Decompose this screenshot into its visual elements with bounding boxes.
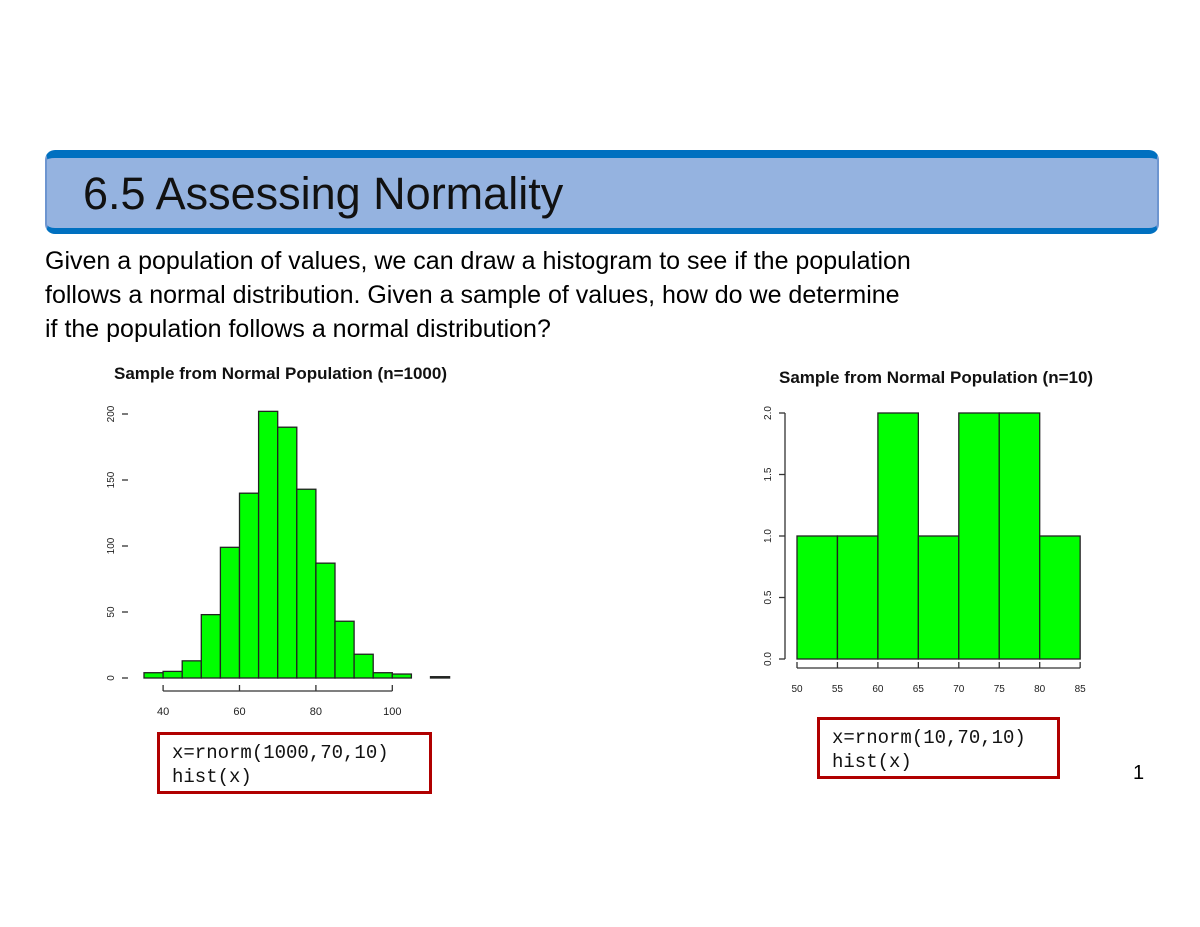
x-tick-label: 55 — [832, 684, 844, 695]
body-line: if the population follows a normal distr… — [45, 315, 551, 343]
y-tick-label: 200 — [106, 405, 117, 422]
x-tick-label: 60 — [872, 684, 884, 695]
chart-title-n10: Sample from Normal Population (n=10) — [779, 368, 1094, 387]
slide-title: 6.5 Assessing Normality — [83, 168, 564, 219]
histogram-bar — [877, 412, 920, 660]
x-tick-label: 50 — [791, 684, 803, 695]
histogram-bar — [391, 673, 413, 679]
x-tick-label: 70 — [953, 684, 965, 695]
x-tick-label: 80 — [1034, 684, 1046, 695]
y-tick-label: 100 — [106, 537, 117, 554]
code-line: x=rnorm(10,70,10) — [832, 727, 1026, 749]
y-tick-label: 150 — [106, 471, 117, 488]
x-tick-label: 60 — [233, 706, 245, 718]
y-tick-label: 1.0 — [763, 529, 774, 543]
y-tick-label: 0 — [106, 675, 117, 681]
body-line: Given a population of values, we can dra… — [45, 247, 911, 275]
histogram-bar — [353, 653, 374, 679]
y-tick-label: 50 — [106, 606, 117, 618]
histogram-bar — [315, 562, 336, 679]
histogram-bar — [958, 412, 1000, 660]
histogram-bar — [1039, 535, 1081, 660]
code-line: hist(x) — [172, 766, 252, 788]
histogram-bar — [917, 535, 960, 660]
y-tick-label: 1.5 — [763, 467, 774, 481]
page-number: 1 — [1133, 762, 1145, 784]
x-tick-label: 100 — [383, 706, 401, 718]
histogram-bar — [998, 412, 1041, 660]
slide-body-text: Given a population of values, we can dra… — [45, 244, 1145, 346]
x-tick-label: 80 — [310, 706, 322, 718]
x-tick-label: 75 — [994, 684, 1006, 695]
y-tick-label: 2.0 — [763, 406, 774, 420]
y-tick-label: 0.0 — [763, 652, 774, 666]
code-box-n10: x=rnorm(10,70,10) hist(x) — [817, 717, 1060, 779]
code-box-n1000: x=rnorm(1000,70,10) hist(x) — [157, 732, 432, 794]
histogram-bar — [796, 535, 839, 660]
body-line: follows a normal distribution. Given a s… — [45, 281, 900, 309]
x-tick-label: 65 — [913, 684, 925, 695]
code-line: x=rnorm(1000,70,10) — [172, 742, 389, 764]
histogram-bar — [429, 676, 451, 679]
x-tick-label: 40 — [157, 706, 169, 718]
slide-title-bar: 6.5 Assessing Normality — [45, 150, 1159, 234]
histogram-bar — [836, 535, 879, 660]
code-line: hist(x) — [832, 751, 912, 773]
y-tick-label: 0.5 — [763, 590, 774, 604]
chart-title-n1000: Sample from Normal Population (n=1000) — [114, 364, 447, 383]
histogram-bar — [334, 620, 355, 679]
x-tick-label: 85 — [1075, 684, 1087, 695]
